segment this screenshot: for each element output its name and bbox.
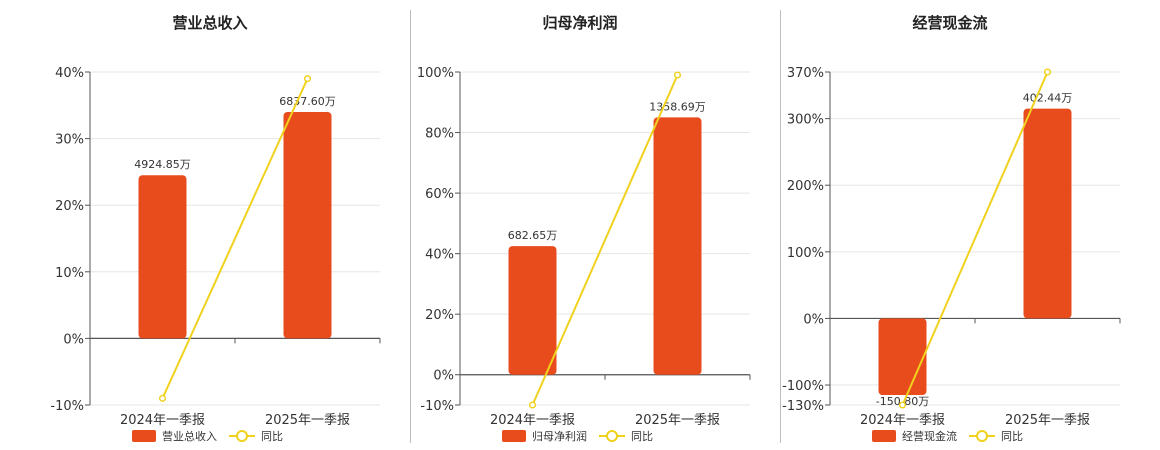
legend-swatch-marker [607, 431, 617, 441]
chart-panel-revenue: 营业总收入 -10% 0% 10% 20% 30% 40% 4924.85万 6837.60万 2… [30, 0, 400, 450]
y-tick-label: -10% [50, 399, 84, 414]
y-tick-label: -10% [420, 399, 454, 414]
bar [139, 175, 187, 338]
category-label: 2024年一季报 [490, 413, 575, 428]
data-label: 6837.60万 [279, 95, 336, 108]
data-label: 402.44万 [1023, 92, 1073, 105]
y-tick-label: -130% [782, 399, 824, 414]
yoy-point [160, 396, 166, 402]
category-label: 2025年一季报 [635, 413, 720, 428]
y-tick-label: 0% [63, 332, 84, 347]
chart-svg-cash-flow: 经营现金流-130%-100%0%100%200%300%370%-150.80… [770, 0, 1140, 450]
y-tick-label: 0% [803, 312, 824, 327]
legend-swatch-marker [237, 431, 247, 441]
y-tick-label: -100% [782, 379, 824, 394]
y-tick-label: 60% [425, 187, 454, 202]
legend-label: 营业总收入 [162, 429, 217, 443]
chart-svg-net-profit: 归母净利润 -10% 0% 20% 40% 60% 80% 100% 682.65万 1358.6… [400, 0, 770, 450]
legend-swatch-bar [132, 430, 156, 442]
data-label: 682.65万 [508, 229, 558, 242]
y-tick-label: 100% [417, 66, 454, 81]
bar [284, 112, 332, 338]
data-label: 4924.85万 [134, 158, 191, 171]
category-label: 2024年一季报 [860, 413, 945, 428]
data-label: 1358.69万 [649, 100, 706, 113]
legend-label: 经营现金流 [902, 429, 957, 443]
bar [509, 246, 557, 375]
chart-title: 归母净利润 [542, 14, 617, 32]
y-tick-label: 10% [55, 266, 84, 281]
y-tick-label: 80% [425, 127, 454, 142]
chart-title: 经营现金流 [912, 14, 987, 32]
y-tick-label: 370% [787, 66, 824, 81]
legend-swatch-marker [977, 431, 987, 441]
chart-panel-cash-flow: 经营现金流-130%-100%0%100%200%300%370%-150.80… [770, 0, 1140, 450]
category-label: 2025年一季报 [1005, 413, 1090, 428]
legend-label: 同比 [631, 430, 653, 443]
legend-label: 归母净利润 [532, 429, 587, 443]
y-tick-label: 40% [55, 66, 84, 81]
y-tick-label: 40% [425, 248, 454, 263]
bar [1024, 109, 1072, 319]
bar [654, 117, 702, 374]
chart-svg-revenue: 营业总收入 -10% 0% 10% 20% 30% 40% 4924.85万 6837.60万 2… [30, 0, 400, 450]
category-label: 2025年一季报 [265, 413, 350, 428]
legend-swatch-bar [502, 430, 526, 442]
legend-label: 同比 [261, 430, 283, 443]
yoy-point [675, 72, 681, 78]
y-tick-label: 200% [787, 179, 824, 194]
y-tick-label: 30% [55, 133, 84, 148]
y-tick-label: 20% [55, 199, 84, 214]
legend-swatch-bar [872, 430, 896, 442]
yoy-point [530, 402, 536, 408]
y-tick-label: 0% [433, 369, 454, 384]
yoy-point [1045, 69, 1051, 75]
chart-title: 营业总收入 [172, 14, 247, 32]
yoy-point [900, 402, 906, 408]
legend-label: 同比 [1001, 430, 1023, 443]
y-tick-label: 20% [425, 308, 454, 323]
y-tick-label: 100% [787, 246, 824, 261]
chart-panel-net-profit: 归母净利润 -10% 0% 20% 40% 60% 80% 100% 682.65万 1358.6… [400, 0, 770, 450]
bar [879, 318, 927, 395]
category-label: 2024年一季报 [120, 413, 205, 428]
y-tick-label: 300% [787, 113, 824, 128]
yoy-point [305, 76, 311, 82]
